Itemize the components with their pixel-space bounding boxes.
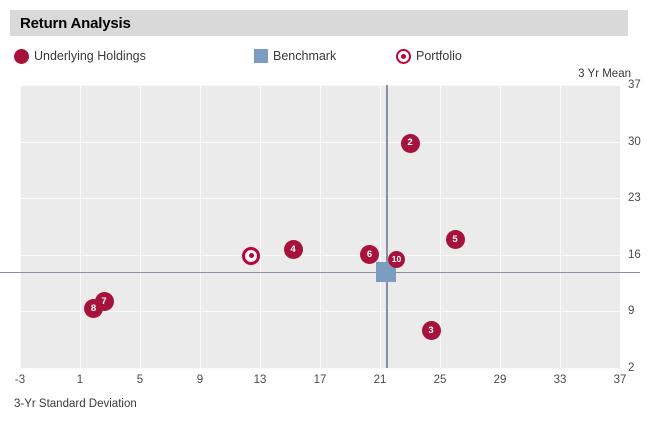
benchmark-crosshair-vertical — [386, 85, 388, 368]
gridline-horizontal — [20, 368, 620, 369]
x-axis-tick-label: 5 — [136, 374, 144, 386]
gridline-vertical — [560, 85, 561, 368]
x-axis-tick-label: 21 — [373, 374, 387, 386]
holding-bubble[interactable]: 3 — [421, 321, 441, 341]
gridline-horizontal — [20, 311, 620, 313]
x-axis-tick-label: 1 — [76, 374, 84, 386]
x-axis-tick-label: 37 — [613, 374, 627, 386]
x-axis-tick-label: 25 — [433, 374, 447, 386]
portfolio-marker[interactable] — [242, 246, 260, 265]
chart-title-bar: Return Analysis — [10, 10, 628, 36]
legend-item[interactable]: Portfolio — [396, 44, 462, 68]
x-axis-tick-label: 13 — [253, 374, 267, 386]
benchmark-crosshair-horizontal — [0, 271, 640, 274]
y-axis-tick-label: 30 — [628, 135, 641, 148]
y-axis-tick-label: 9 — [628, 305, 635, 318]
filled-circle-icon — [14, 48, 29, 64]
x-axis-tick-label: 29 — [493, 374, 507, 386]
holding-bubble[interactable]: 10 — [388, 251, 405, 269]
legend-item-label: Portfolio — [416, 49, 462, 63]
holding-bubble[interactable]: 2 — [400, 133, 420, 153]
y-axis-title: 3 Yr Mean — [578, 68, 631, 80]
holding-bubble[interactable]: 8 — [84, 299, 103, 319]
gridline-vertical — [260, 85, 261, 368]
x-axis-tick-label: 33 — [553, 374, 567, 386]
gridline-horizontal — [20, 254, 620, 256]
benchmark-marker[interactable] — [376, 261, 396, 282]
filled-square-icon — [254, 49, 268, 63]
page-title: Return Analysis — [20, 14, 131, 32]
holding-bubble[interactable]: 5 — [445, 229, 465, 249]
gridline-vertical — [320, 85, 321, 368]
chart-legend: Underlying Holdings Benchmark Portfolio — [14, 44, 634, 68]
y-axis-tick-label: 16 — [628, 248, 641, 261]
target-bullseye-icon — [396, 48, 411, 64]
legend-item[interactable]: Underlying Holdings — [14, 44, 146, 68]
gridline-vertical — [620, 85, 621, 368]
gridline-vertical — [140, 85, 141, 368]
gridline-vertical — [200, 85, 201, 368]
gridline-vertical — [500, 85, 501, 368]
gridline-horizontal — [20, 141, 620, 143]
legend-item-label: Benchmark — [273, 49, 337, 63]
holding-bubble[interactable]: 4 — [283, 240, 303, 260]
gridline-horizontal — [20, 85, 620, 86]
y-axis-tick-label: 2 — [628, 362, 635, 374]
x-axis-tick-label: -3 — [14, 374, 26, 386]
x-axis-title: 3-Yr Standard Deviation — [14, 398, 137, 410]
gridline-vertical — [80, 85, 81, 368]
x-axis-tick-label: 9 — [196, 374, 204, 386]
gridline-vertical — [20, 85, 21, 368]
x-axis-tick-label: 17 — [313, 374, 327, 386]
y-axis-tick-label: 23 — [628, 192, 641, 205]
gridline-horizontal — [20, 198, 620, 200]
gridline-vertical — [380, 85, 381, 368]
gridline-vertical — [440, 85, 441, 368]
y-axis-tick-label: 37 — [628, 79, 641, 91]
legend-item-label: Underlying Holdings — [34, 49, 146, 63]
scatter-plot-area: 2 3 4 5 6 7 8 10 — [0, 85, 640, 369]
legend-item[interactable]: Benchmark — [254, 44, 336, 68]
holding-bubble[interactable]: 6 — [360, 245, 379, 265]
